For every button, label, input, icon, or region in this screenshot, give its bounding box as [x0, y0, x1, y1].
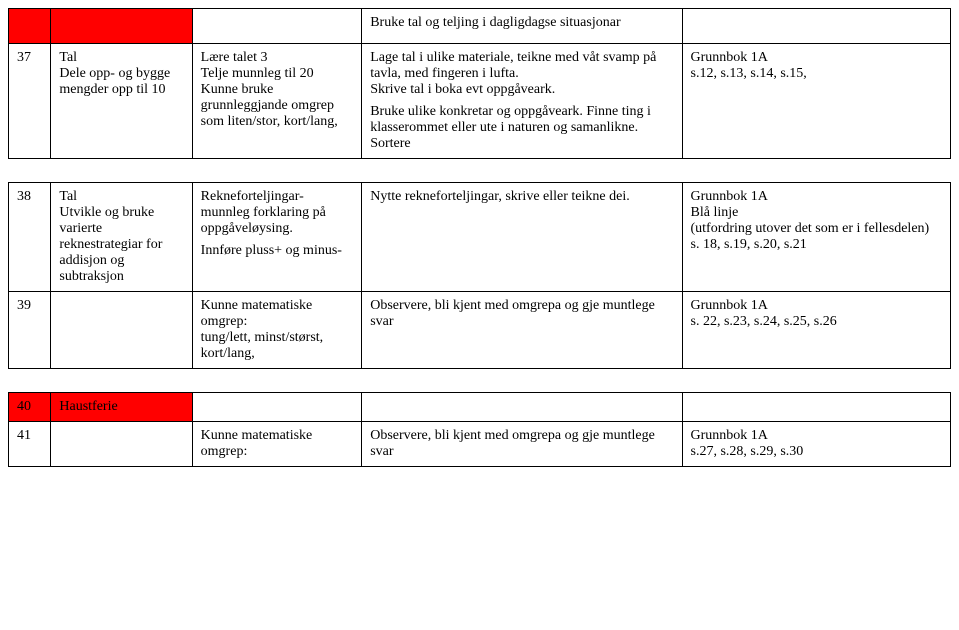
table-row: 37 Tal Dele opp- og bygge mengder opp ti… — [9, 44, 951, 159]
goal-line: Kunne matematiske omgrep: — [201, 428, 354, 460]
cell-resource: Grunnbok 1A s.12, s.13, s.14, s.15, — [682, 44, 951, 159]
cell-week: 41 — [9, 422, 51, 467]
table-row: 38 Tal Utvikle og bruke varierte reknest… — [9, 183, 951, 292]
resource-line: Grunnbok 1A — [691, 298, 943, 314]
cell-goal — [192, 9, 362, 44]
cell-activity — [362, 393, 682, 422]
table-row: 39 Kunne matematiske omgrep: tung/lett, … — [9, 292, 951, 369]
table-row: Bruke tal og teljing i dagligdagse situa… — [9, 9, 951, 44]
activity-line: Bruke ulike konkretar og oppgåveark. Fin… — [370, 104, 673, 152]
goal-line: Telje munnleg til 20 — [201, 66, 354, 82]
cell-week: 40 — [9, 393, 51, 422]
activity-line: Observere, bli kjent med omgrepa og gje … — [370, 298, 673, 330]
resource-line: Grunnbok 1A — [691, 189, 943, 205]
activity-line: Skrive tal i boka evt oppgåveark. — [370, 82, 673, 98]
resource-line: Grunnbok 1A — [691, 50, 943, 66]
cell-resource: Grunnbok 1A Blå linje (utfordring utover… — [682, 183, 951, 292]
resource-line: s. 22, s.23, s.24, s.25, s.26 — [691, 314, 943, 330]
cell-week — [9, 9, 51, 44]
activity-line: Nytte rekneforteljingar, skrive eller te… — [370, 189, 673, 205]
table-row: 40 Haustferie — [9, 393, 951, 422]
cell-resource — [682, 393, 951, 422]
resource-line: Blå linje — [691, 205, 943, 221]
resource-line: s. 18, s.19, s.20, s.21 — [691, 237, 943, 253]
topic-title: Tal — [59, 50, 183, 66]
goal-line: Kunne matematiske omgrep: — [201, 298, 354, 330]
spacer-row — [9, 159, 951, 183]
goal-line: Lære talet 3 — [201, 50, 354, 66]
activity-line: Observere, bli kjent med omgrepa og gje … — [370, 428, 673, 460]
topic-title: Tal — [59, 189, 183, 205]
cell-activity: Observere, bli kjent med omgrepa og gje … — [362, 292, 682, 369]
cell-topic: Tal Dele opp- og bygge mengder opp til 1… — [51, 44, 192, 159]
cell-activity: Lage tal i ulike materiale, teikne med v… — [362, 44, 682, 159]
cell-goal: Rekneforteljingar- munnleg forklaring på… — [192, 183, 362, 292]
cell-goal: Lære talet 3 Telje munnleg til 20 Kunne … — [192, 44, 362, 159]
activity-text: Bruke tal og teljing i dagligdagse situa… — [370, 15, 673, 31]
spacer-row — [9, 369, 951, 393]
curriculum-table: Bruke tal og teljing i dagligdagse situa… — [8, 8, 951, 467]
cell-topic — [51, 292, 192, 369]
goal-line: Kunne bruke grunnleggjande omgrep som li… — [201, 82, 354, 130]
cell-activity: Bruke tal og teljing i dagligdagse situa… — [362, 9, 682, 44]
resource-line: s.27, s.28, s.29, s.30 — [691, 444, 943, 460]
cell-activity: Nytte rekneforteljingar, skrive eller te… — [362, 183, 682, 292]
cell-week: 38 — [9, 183, 51, 292]
cell-goal — [192, 393, 362, 422]
cell-week: 37 — [9, 44, 51, 159]
resource-line: s.12, s.13, s.14, s.15, — [691, 66, 943, 82]
topic-desc: Dele opp- og bygge mengder opp til 10 — [59, 66, 183, 98]
goal-line: Rekneforteljingar- munnleg forklaring på… — [201, 189, 354, 237]
cell-activity: Observere, bli kjent med omgrepa og gje … — [362, 422, 682, 467]
cell-goal: Kunne matematiske omgrep: tung/lett, min… — [192, 292, 362, 369]
resource-line: Grunnbok 1A — [691, 428, 943, 444]
resource-line: (utfordring utover det som er i fellesde… — [691, 221, 943, 237]
topic-desc: Utvikle og bruke varierte reknestrategia… — [59, 205, 183, 285]
cell-resource: Grunnbok 1A s. 22, s.23, s.24, s.25, s.2… — [682, 292, 951, 369]
cell-topic: Haustferie — [51, 393, 192, 422]
cell-resource — [682, 9, 951, 44]
cell-goal: Kunne matematiske omgrep: — [192, 422, 362, 467]
table-row: 41 Kunne matematiske omgrep: Observere, … — [9, 422, 951, 467]
cell-week: 39 — [9, 292, 51, 369]
cell-topic: Tal Utvikle og bruke varierte reknestrat… — [51, 183, 192, 292]
cell-topic — [51, 422, 192, 467]
goal-line: Innføre pluss+ og minus- — [201, 243, 354, 259]
activity-line: Lage tal i ulike materiale, teikne med v… — [370, 50, 673, 82]
cell-topic — [51, 9, 192, 44]
cell-resource: Grunnbok 1A s.27, s.28, s.29, s.30 — [682, 422, 951, 467]
goal-line: tung/lett, minst/størst, kort/lang, — [201, 330, 354, 362]
